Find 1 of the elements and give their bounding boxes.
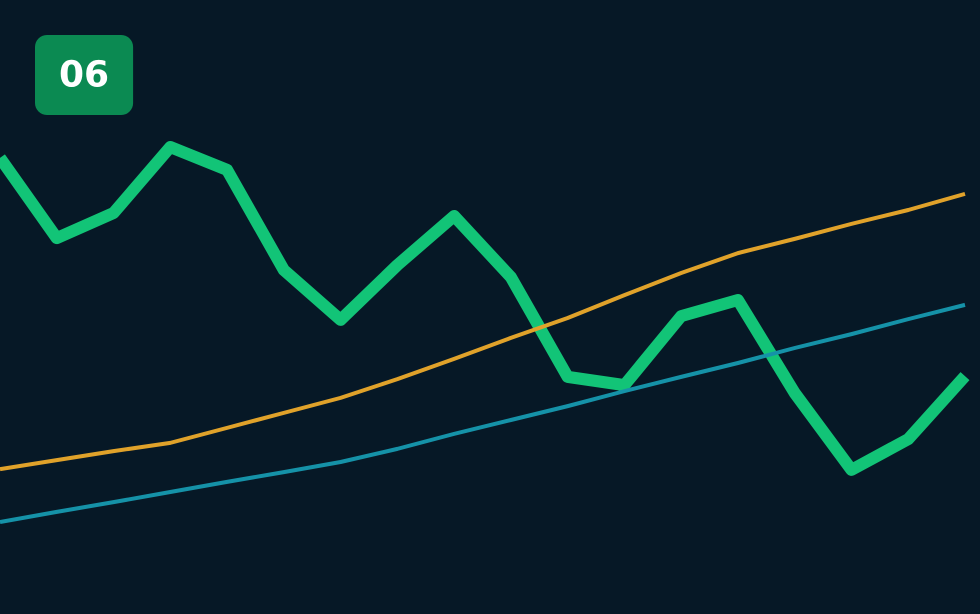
chart-title: 06 [59,54,110,96]
